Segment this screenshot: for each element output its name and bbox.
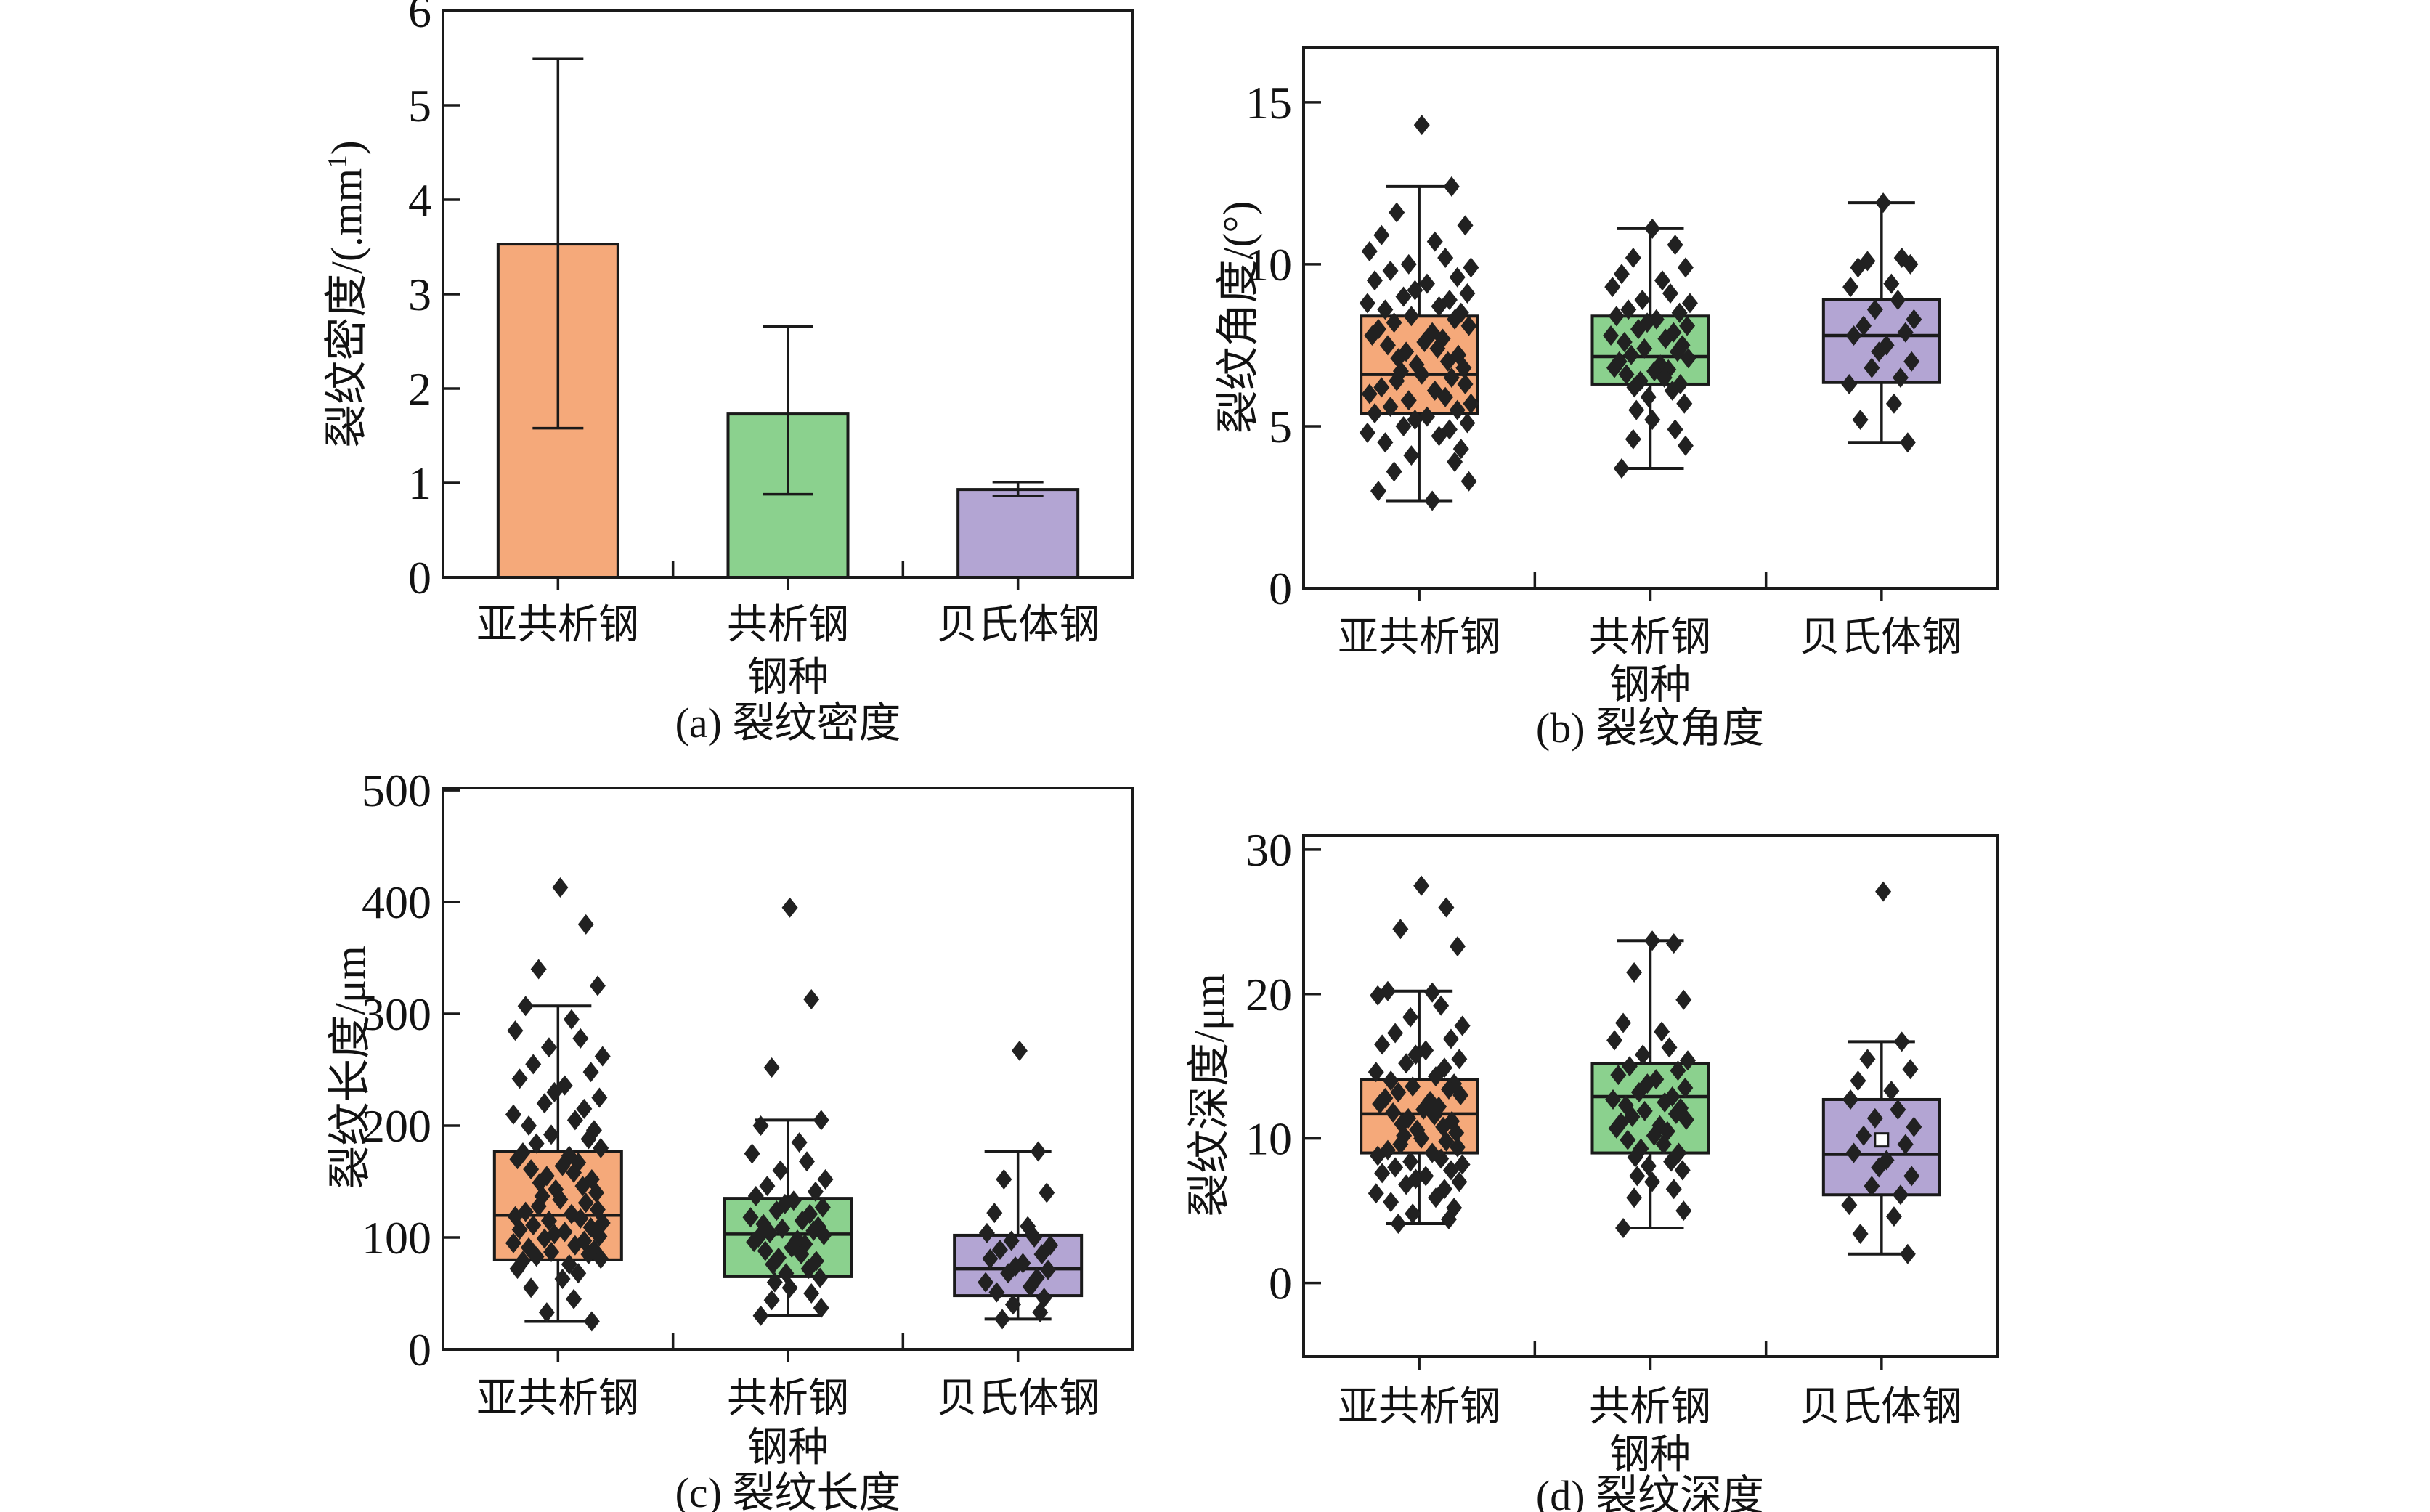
- caption-c: (c) 裂纹长度: [675, 1469, 901, 1512]
- category-label: 亚共析钢: [1338, 615, 1500, 660]
- y-axis-label-b: 裂纹角度/(°): [1214, 200, 1263, 434]
- svg-text:10: 10: [1246, 239, 1292, 290]
- svg-text:0: 0: [1269, 1258, 1292, 1309]
- category-label: 贝氏体钢: [1800, 615, 1962, 660]
- svg-text:2: 2: [408, 363, 431, 415]
- svg-text:500: 500: [362, 765, 431, 816]
- caption-a: (a) 裂纹密度: [675, 699, 901, 747]
- x-axis-title-a: 钢种: [747, 655, 829, 700]
- category-label: 共析钢: [727, 603, 849, 648]
- svg-text:0: 0: [408, 552, 431, 603]
- svg-text:6: 6: [408, 0, 431, 37]
- svg-text:300: 300: [362, 988, 431, 1040]
- svg-text:0: 0: [408, 1324, 431, 1375]
- svg-text:0: 0: [1269, 563, 1292, 614]
- y-axis-label-d: 裂纹深度/μm: [1185, 973, 1234, 1217]
- y-axis-label-a: 裂纹密度/(.mm1): [322, 140, 371, 448]
- category-label: 贝氏体钢: [1800, 1385, 1962, 1430]
- svg-text:5: 5: [1269, 401, 1292, 452]
- svg-text:10: 10: [1246, 1113, 1292, 1165]
- x-axis-title-d: 钢种: [1609, 1433, 1691, 1478]
- svg-text:200: 200: [362, 1100, 431, 1152]
- caption-d: (d) 裂纹深度: [1535, 1472, 1765, 1512]
- category-label: 亚共析钢: [476, 1376, 639, 1421]
- category-label: 亚共析钢: [1338, 1385, 1500, 1430]
- category-label: 共析钢: [727, 1376, 849, 1421]
- category-label: 贝氏体钢: [937, 603, 1100, 648]
- x-axis-title-c: 钢种: [747, 1426, 829, 1471]
- x-axis-title-b: 钢种: [1609, 663, 1691, 708]
- svg-text:1: 1: [408, 458, 431, 509]
- category-label: 共析钢: [1589, 615, 1711, 660]
- svg-text:15: 15: [1246, 77, 1292, 129]
- svg-text:3: 3: [408, 269, 431, 320]
- svg-text:20: 20: [1246, 969, 1292, 1020]
- svg-text:5: 5: [408, 80, 431, 131]
- category-label: 亚共析钢: [476, 603, 639, 648]
- svg-text:100: 100: [362, 1212, 431, 1264]
- y-axis-label-c: 裂纹长度/μm: [326, 946, 375, 1190]
- svg-text:4: 4: [408, 174, 431, 226]
- svg-text:30: 30: [1246, 824, 1292, 876]
- svg-text:400: 400: [362, 877, 431, 928]
- caption-b: (b) 裂纹角度: [1535, 704, 1765, 752]
- category-label: 共析钢: [1589, 1385, 1711, 1430]
- category-label: 贝氏体钢: [937, 1376, 1100, 1421]
